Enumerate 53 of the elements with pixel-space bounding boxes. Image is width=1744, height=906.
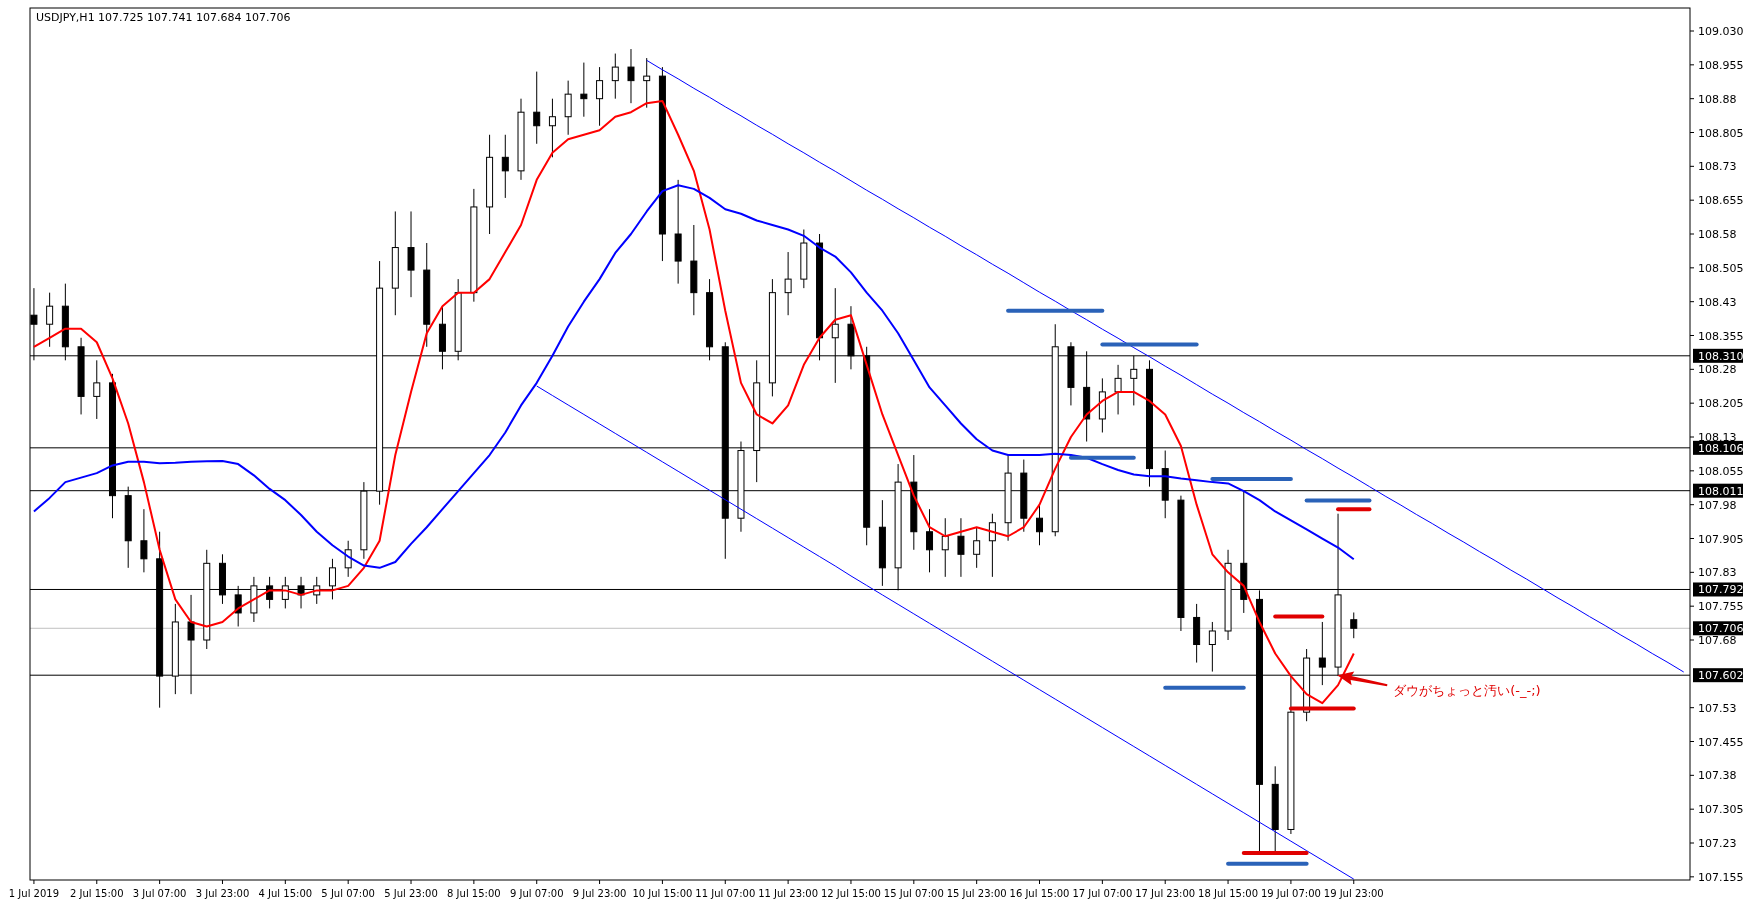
x-tick-label: 5 Jul 07:00 [321, 888, 375, 899]
x-tick-label: 19 Jul 23:00 [1323, 888, 1384, 899]
x-tick-label: 9 Jul 23:00 [572, 888, 627, 899]
y-tick-label: 107.755 [1698, 600, 1744, 614]
x-tick-label: 11 Jul 07:00 [695, 888, 756, 899]
ref-line-label: 107.602 [1698, 669, 1744, 683]
y-tick-label: 108.355 [1698, 329, 1744, 343]
y-tick-label: 107.305 [1698, 803, 1744, 817]
ref-line-label: 107.792 [1698, 583, 1744, 597]
y-tick-label: 108.505 [1698, 261, 1744, 275]
y-tick-label: 108.955 [1698, 58, 1744, 72]
y-tick-label: 108.805 [1698, 126, 1744, 140]
x-tick-label: 3 Jul 23:00 [195, 888, 250, 899]
x-tick-label: 10 Jul 15:00 [632, 888, 693, 899]
y-tick-label: 107.23 [1698, 837, 1737, 851]
y-tick-label: 108.88 [1698, 92, 1737, 106]
y-tick-label: 107.83 [1698, 566, 1737, 580]
x-tick-label: 15 Jul 23:00 [946, 888, 1007, 899]
y-tick-label: 109.030 [1698, 25, 1744, 39]
y-tick-label: 108.43 [1698, 295, 1737, 309]
y-tick-label: 107.455 [1698, 735, 1744, 749]
x-tick-label: 8 Jul 15:00 [447, 888, 501, 899]
y-tick-label: 107.155 [1698, 870, 1744, 884]
y-tick-label: 107.53 [1698, 701, 1737, 715]
y-tick-label: 108.58 [1698, 228, 1737, 242]
x-tick-label: 9 Jul 07:00 [509, 888, 564, 899]
y-tick-label: 107.38 [1698, 769, 1737, 783]
y-tick-label: 107.905 [1698, 532, 1744, 546]
x-tick-label: 17 Jul 07:00 [1072, 888, 1133, 899]
y-tick-label: 107.68 [1698, 634, 1737, 648]
y-tick-label: 108.655 [1698, 194, 1744, 208]
chart-title: USDJPY,H1 107.725 107.741 107.684 107.706 [36, 11, 291, 24]
y-tick-label: 107.98 [1698, 498, 1737, 512]
x-tick-label: 3 Jul 07:00 [132, 888, 187, 899]
x-tick-label: 17 Jul 23:00 [1135, 888, 1196, 899]
x-tick-label: 12 Jul 15:00 [820, 888, 881, 899]
ref-line-label: 107.706 [1698, 622, 1744, 636]
x-tick-label: 11 Jul 23:00 [758, 888, 819, 899]
x-tick-label: 19 Jul 07:00 [1260, 888, 1321, 899]
y-tick-label: 108.28 [1698, 363, 1737, 377]
y-tick-label: 108.055 [1698, 464, 1744, 478]
x-tick-label: 2 Jul 15:00 [69, 888, 124, 899]
x-tick-label: 4 Jul 15:00 [258, 888, 313, 899]
y-tick-label: 108.73 [1698, 160, 1737, 174]
annotation: ダウがちょっと汚い(-_-;) [1393, 683, 1541, 699]
x-tick-label: 5 Jul 23:00 [384, 888, 438, 899]
ref-line-label: 108.011 [1698, 484, 1744, 498]
x-tick-label: 18 Jul 15:00 [1198, 888, 1259, 899]
x-tick-label: 1 Jul 2019 [8, 888, 60, 899]
ref-line-label: 108.310 [1698, 349, 1744, 363]
x-tick-label: 15 Jul 07:00 [883, 888, 944, 899]
y-tick-label: 108.205 [1698, 397, 1744, 411]
x-tick-label: 16 Jul 15:00 [1009, 888, 1070, 899]
